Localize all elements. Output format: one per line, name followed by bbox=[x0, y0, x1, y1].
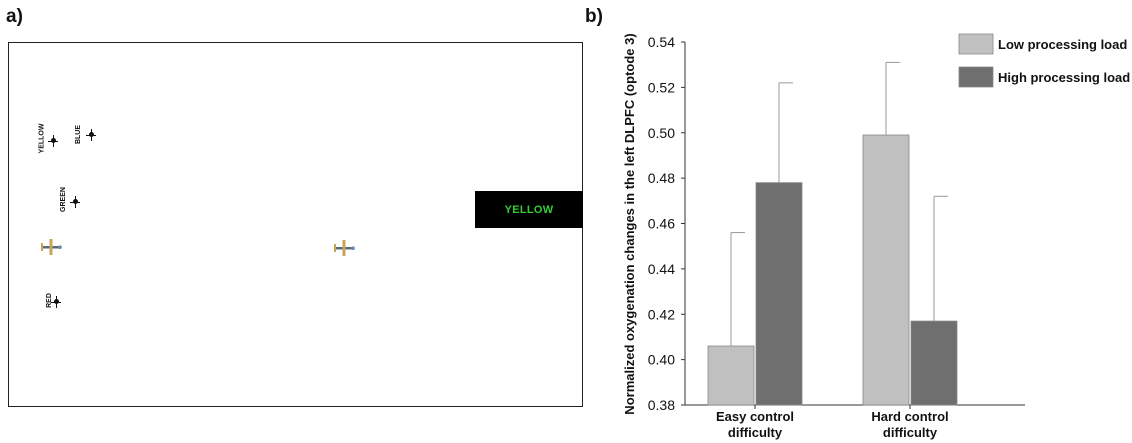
plane-icon bbox=[334, 240, 355, 256]
bar bbox=[862, 134, 910, 406]
y-tick-label: 0.46 bbox=[648, 216, 675, 232]
y-tick-label: 0.42 bbox=[648, 306, 675, 322]
x-tick-label: Easy control bbox=[716, 409, 794, 424]
simulation-display: YELLOW BLUE GREEN RED YELLOW bbox=[8, 42, 583, 407]
y-tick-label: 0.38 bbox=[648, 397, 675, 413]
y-tick-label: 0.50 bbox=[648, 125, 675, 141]
y-tick-label: 0.40 bbox=[648, 352, 675, 368]
y-tick-label: 0.52 bbox=[648, 79, 675, 95]
marker-dot bbox=[89, 132, 94, 137]
x-tick-label: difficulty bbox=[883, 425, 938, 440]
legend-label: Low processing load bbox=[998, 37, 1127, 52]
bar bbox=[755, 182, 803, 406]
y-tick-label: 0.44 bbox=[648, 261, 675, 277]
marker-label-blue: BLUE bbox=[75, 124, 83, 145]
marker-dot bbox=[54, 299, 59, 304]
marker-label-green: GREEN bbox=[59, 187, 67, 212]
panel-b-label: b) bbox=[585, 6, 603, 27]
bar bbox=[910, 320, 958, 406]
target-color-text: YELLOW bbox=[504, 203, 554, 216]
marker-label-yellow: YELLOW bbox=[38, 123, 46, 154]
marker-label-red: RED bbox=[45, 293, 53, 308]
y-axis-label: Normalized oxygenation changes in the le… bbox=[622, 33, 637, 414]
target-color-box: YELLOW bbox=[475, 191, 583, 228]
legend-label: High processing load bbox=[998, 70, 1130, 85]
y-tick-label: 0.54 bbox=[648, 34, 675, 50]
y-tick-label: 0.48 bbox=[648, 170, 675, 186]
legend-swatch bbox=[958, 66, 994, 88]
x-tick-label: Hard control bbox=[871, 409, 948, 424]
legend-swatch bbox=[958, 33, 994, 55]
chart-plot-area: 0.38 0.40 0.42 0.44 0.46 0.48 0.50 0.52 0.54 Easy… bbox=[648, 33, 1130, 440]
marker-dot bbox=[73, 199, 78, 204]
plane-icon bbox=[41, 239, 62, 255]
x-tick-label: difficulty bbox=[728, 425, 783, 440]
bar-chart: Normalized oxygenation changes in the le… bbox=[622, 33, 1130, 440]
bar bbox=[707, 345, 755, 406]
marker-dot bbox=[51, 138, 56, 143]
panel-a-label: a) bbox=[6, 6, 23, 27]
